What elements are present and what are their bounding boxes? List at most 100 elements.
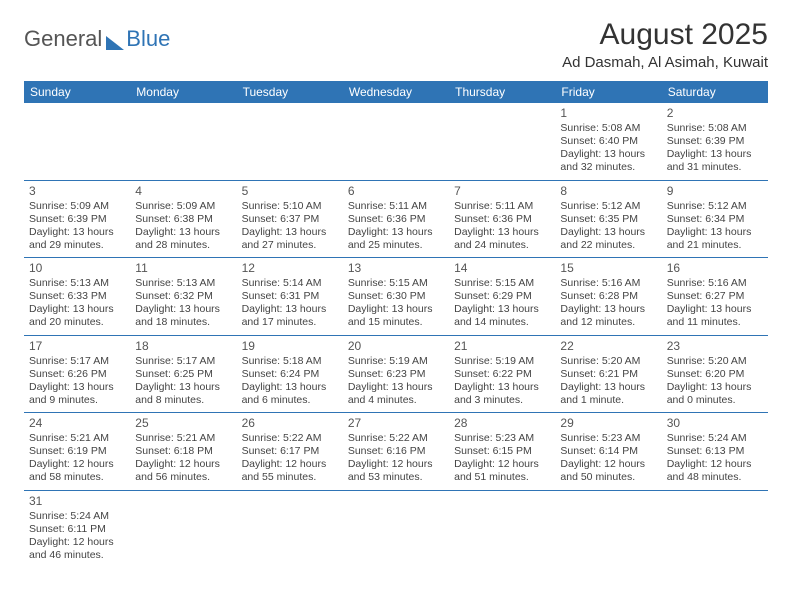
daylight: Daylight: 13 hours and 1 minute. (560, 381, 656, 407)
daylight: Daylight: 13 hours and 20 minutes. (29, 303, 125, 329)
daylight: Daylight: 13 hours and 17 minutes. (242, 303, 338, 329)
sunrise: Sunrise: 5:20 AM (667, 355, 763, 368)
day-cell: 23Sunrise: 5:20 AMSunset: 6:20 PMDayligh… (662, 335, 768, 413)
calendar-table: SundayMondayTuesdayWednesdayThursdayFrid… (24, 81, 768, 567)
daylight: Daylight: 13 hours and 24 minutes. (454, 226, 550, 252)
empty-cell (449, 490, 555, 567)
dow-header: Wednesday (343, 81, 449, 103)
day-number: 19 (242, 339, 338, 354)
daylight: Daylight: 13 hours and 11 minutes. (667, 303, 763, 329)
daylight: Daylight: 13 hours and 27 minutes. (242, 226, 338, 252)
sunset: Sunset: 6:35 PM (560, 213, 656, 226)
sunset: Sunset: 6:33 PM (29, 290, 125, 303)
sunrise: Sunrise: 5:08 AM (560, 122, 656, 135)
daylight: Daylight: 13 hours and 15 minutes. (348, 303, 444, 329)
logo-text-blue: Blue (126, 26, 170, 52)
empty-cell (449, 103, 555, 180)
sunrise: Sunrise: 5:23 AM (454, 432, 550, 445)
day-cell: 19Sunrise: 5:18 AMSunset: 6:24 PMDayligh… (237, 335, 343, 413)
day-cell: 25Sunrise: 5:21 AMSunset: 6:18 PMDayligh… (130, 413, 236, 491)
day-number: 25 (135, 416, 231, 431)
sunset: Sunset: 6:30 PM (348, 290, 444, 303)
daylight: Daylight: 13 hours and 22 minutes. (560, 226, 656, 252)
daylight: Daylight: 12 hours and 46 minutes. (29, 536, 125, 562)
sunrise: Sunrise: 5:08 AM (667, 122, 763, 135)
sunrise: Sunrise: 5:20 AM (560, 355, 656, 368)
empty-cell (237, 490, 343, 567)
daylight: Daylight: 13 hours and 28 minutes. (135, 226, 231, 252)
day-cell: 12Sunrise: 5:14 AMSunset: 6:31 PMDayligh… (237, 258, 343, 336)
daylight: Daylight: 13 hours and 8 minutes. (135, 381, 231, 407)
day-number: 26 (242, 416, 338, 431)
day-number: 10 (29, 261, 125, 276)
daylight: Daylight: 13 hours and 25 minutes. (348, 226, 444, 252)
sunrise: Sunrise: 5:24 AM (667, 432, 763, 445)
day-cell: 8Sunrise: 5:12 AMSunset: 6:35 PMDaylight… (555, 180, 661, 258)
day-cell: 18Sunrise: 5:17 AMSunset: 6:25 PMDayligh… (130, 335, 236, 413)
sunset: Sunset: 6:38 PM (135, 213, 231, 226)
empty-cell (662, 490, 768, 567)
daylight: Daylight: 12 hours and 56 minutes. (135, 458, 231, 484)
daylight: Daylight: 12 hours and 58 minutes. (29, 458, 125, 484)
sunset: Sunset: 6:36 PM (454, 213, 550, 226)
logo: General Blue (24, 26, 170, 52)
sunset: Sunset: 6:27 PM (667, 290, 763, 303)
day-cell: 28Sunrise: 5:23 AMSunset: 6:15 PMDayligh… (449, 413, 555, 491)
day-cell: 11Sunrise: 5:13 AMSunset: 6:32 PMDayligh… (130, 258, 236, 336)
empty-cell (343, 103, 449, 180)
sunrise: Sunrise: 5:19 AM (454, 355, 550, 368)
sunrise: Sunrise: 5:13 AM (135, 277, 231, 290)
sunset: Sunset: 6:18 PM (135, 445, 231, 458)
sunset: Sunset: 6:21 PM (560, 368, 656, 381)
sunset: Sunset: 6:26 PM (29, 368, 125, 381)
sunrise: Sunrise: 5:23 AM (560, 432, 656, 445)
day-number: 27 (348, 416, 444, 431)
day-number: 8 (560, 184, 656, 199)
sunrise: Sunrise: 5:21 AM (29, 432, 125, 445)
sunrise: Sunrise: 5:13 AM (29, 277, 125, 290)
dow-header: Saturday (662, 81, 768, 103)
sunrise: Sunrise: 5:10 AM (242, 200, 338, 213)
day-number: 7 (454, 184, 550, 199)
day-cell: 9Sunrise: 5:12 AMSunset: 6:34 PMDaylight… (662, 180, 768, 258)
daylight: Daylight: 13 hours and 18 minutes. (135, 303, 231, 329)
sunset: Sunset: 6:25 PM (135, 368, 231, 381)
day-number: 20 (348, 339, 444, 354)
sunset: Sunset: 6:36 PM (348, 213, 444, 226)
day-number: 2 (667, 106, 763, 121)
day-number: 18 (135, 339, 231, 354)
day-cell: 10Sunrise: 5:13 AMSunset: 6:33 PMDayligh… (24, 258, 130, 336)
daylight: Daylight: 12 hours and 53 minutes. (348, 458, 444, 484)
month-title: August 2025 (562, 18, 768, 52)
daylight: Daylight: 13 hours and 3 minutes. (454, 381, 550, 407)
day-cell: 22Sunrise: 5:20 AMSunset: 6:21 PMDayligh… (555, 335, 661, 413)
sunset: Sunset: 6:34 PM (667, 213, 763, 226)
dow-header: Monday (130, 81, 236, 103)
day-cell: 21Sunrise: 5:19 AMSunset: 6:22 PMDayligh… (449, 335, 555, 413)
day-cell: 5Sunrise: 5:10 AMSunset: 6:37 PMDaylight… (237, 180, 343, 258)
sunrise: Sunrise: 5:22 AM (242, 432, 338, 445)
day-cell: 1Sunrise: 5:08 AMSunset: 6:40 PMDaylight… (555, 103, 661, 180)
empty-cell (130, 490, 236, 567)
location: Ad Dasmah, Al Asimah, Kuwait (562, 54, 768, 71)
daylight: Daylight: 12 hours and 48 minutes. (667, 458, 763, 484)
dow-header: Friday (555, 81, 661, 103)
sunset: Sunset: 6:14 PM (560, 445, 656, 458)
sunset: Sunset: 6:23 PM (348, 368, 444, 381)
dow-header: Tuesday (237, 81, 343, 103)
day-number: 4 (135, 184, 231, 199)
day-number: 12 (242, 261, 338, 276)
sunset: Sunset: 6:28 PM (560, 290, 656, 303)
sunrise: Sunrise: 5:15 AM (454, 277, 550, 290)
day-cell: 30Sunrise: 5:24 AMSunset: 6:13 PMDayligh… (662, 413, 768, 491)
sunrise: Sunrise: 5:15 AM (348, 277, 444, 290)
sunrise: Sunrise: 5:16 AM (667, 277, 763, 290)
dow-header: Sunday (24, 81, 130, 103)
day-number: 13 (348, 261, 444, 276)
daylight: Daylight: 13 hours and 21 minutes. (667, 226, 763, 252)
sunset: Sunset: 6:19 PM (29, 445, 125, 458)
sail-icon (106, 36, 124, 50)
sunset: Sunset: 6:31 PM (242, 290, 338, 303)
day-number: 15 (560, 261, 656, 276)
day-cell: 16Sunrise: 5:16 AMSunset: 6:27 PMDayligh… (662, 258, 768, 336)
